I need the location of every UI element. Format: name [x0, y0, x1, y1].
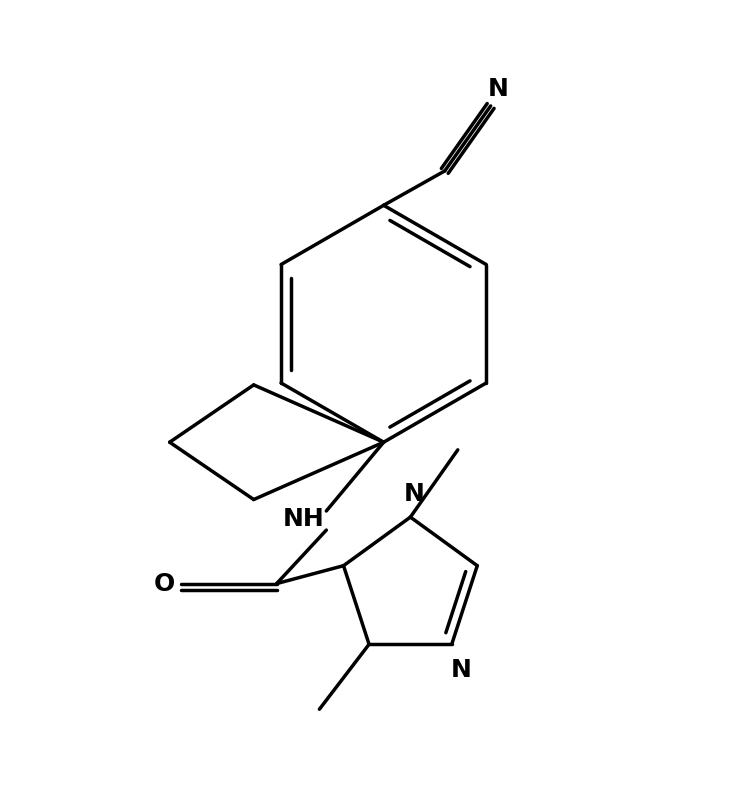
Text: N: N [488, 77, 508, 101]
Text: N: N [450, 658, 472, 682]
Text: N: N [404, 482, 425, 506]
Text: NH: NH [283, 507, 324, 531]
Text: O: O [153, 571, 175, 595]
